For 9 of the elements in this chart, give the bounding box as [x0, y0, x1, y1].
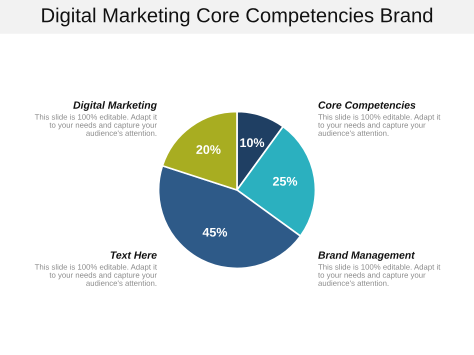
text: Digital Marketing [73, 101, 157, 111]
data-label: 45% [202, 228, 228, 237]
chart-title: Digital Marketing Core Competencies Brand [42, 8, 432, 26]
text: Brand Management [318, 251, 416, 261]
data-label: 20% [196, 145, 221, 154]
data-label: 25% [272, 176, 298, 186]
data-label: 10% [240, 138, 264, 148]
text: Core Competencies [318, 101, 416, 111]
text: Text Here [110, 252, 157, 259]
